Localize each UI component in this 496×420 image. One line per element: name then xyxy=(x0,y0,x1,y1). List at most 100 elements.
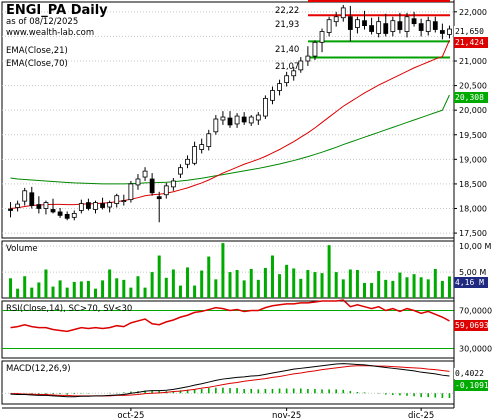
volume-tick-label: 10,00 M xyxy=(459,242,491,251)
volume-bar xyxy=(235,270,239,298)
volume-bar xyxy=(320,273,324,298)
volume-bar xyxy=(285,264,289,298)
volume-bar xyxy=(263,267,267,298)
candle-body xyxy=(255,114,261,121)
candle-body xyxy=(8,208,13,211)
candle-body xyxy=(411,18,417,25)
candle-body xyxy=(206,133,212,147)
volume-bar xyxy=(143,287,147,298)
volume-bar xyxy=(108,269,112,298)
candle-body xyxy=(277,83,282,91)
volume-tick-label: 5,00 M xyxy=(459,268,486,277)
ema21-tag: 21,424 xyxy=(454,37,488,48)
candle-body xyxy=(291,70,297,77)
volume-bar xyxy=(51,286,55,298)
candle-body xyxy=(22,190,28,202)
volume-bar xyxy=(306,270,310,298)
volume-bar xyxy=(86,280,90,298)
price-tick-label: 17,500 xyxy=(459,229,487,238)
volume-bar xyxy=(426,279,430,298)
candle-body xyxy=(234,115,240,125)
volume-bar xyxy=(16,288,20,298)
volume-bar xyxy=(186,267,190,298)
candle-body xyxy=(227,117,233,126)
candle-body xyxy=(319,31,325,43)
volume-bar xyxy=(278,274,282,298)
x-tick-label: dic-25 xyxy=(408,411,434,420)
volume-bar xyxy=(355,270,359,298)
volume-bar xyxy=(44,269,48,298)
rsi-last-tag: 59,0693 xyxy=(454,320,489,331)
price-tick-label: 19,000 xyxy=(459,155,487,164)
candle-body xyxy=(178,167,183,175)
candle-body xyxy=(170,180,176,188)
candle-body xyxy=(192,146,198,164)
volume-bar xyxy=(228,272,232,298)
candle-body xyxy=(71,213,77,218)
volume-bar xyxy=(391,280,395,298)
candle-body xyxy=(78,203,84,211)
candle-body xyxy=(135,178,141,186)
volume-bar xyxy=(447,276,451,298)
volume-bar xyxy=(334,272,338,298)
volume-bar xyxy=(178,285,182,298)
volume-bar xyxy=(363,282,367,298)
candle-body xyxy=(64,213,70,219)
candle-body xyxy=(312,41,318,57)
candle-body xyxy=(29,192,35,206)
candle-body xyxy=(376,21,382,34)
candle-body xyxy=(333,16,339,23)
volume-bar xyxy=(398,272,402,298)
volume-bar xyxy=(256,279,260,298)
x-tick-label: oct-25 xyxy=(117,411,144,420)
volume-last-tag: 4,16 M xyxy=(454,277,488,288)
volume-bar xyxy=(214,279,218,298)
candle-body xyxy=(270,90,275,101)
volume-bar xyxy=(292,268,296,298)
candle-body xyxy=(15,203,21,208)
volume-bar xyxy=(58,280,62,298)
ema70-line xyxy=(10,94,450,185)
rsi-tick-label: 70,0000 xyxy=(459,307,492,316)
volume-bar xyxy=(370,282,374,298)
volume-bar xyxy=(419,277,423,298)
candle-body xyxy=(262,97,268,117)
price-tick-label: 18,500 xyxy=(459,180,487,189)
volume-bar xyxy=(171,269,175,298)
volume-bar xyxy=(129,287,133,298)
candle-body xyxy=(142,170,148,178)
candle-body xyxy=(432,21,438,30)
candle-body xyxy=(425,20,431,32)
volume-bar xyxy=(313,272,317,298)
volume-bar xyxy=(405,277,409,298)
last-price-tag: 21,650 xyxy=(454,26,488,37)
candle-body xyxy=(43,202,49,209)
volume-bar xyxy=(348,269,352,298)
candle-body xyxy=(185,158,190,165)
candle-body xyxy=(439,30,445,34)
volume-bar xyxy=(377,271,381,298)
candle-body xyxy=(107,202,113,208)
candle-body xyxy=(404,16,410,32)
candle-body xyxy=(156,196,162,200)
volume-bar xyxy=(23,276,27,298)
candle-body xyxy=(86,202,91,209)
candle-body xyxy=(248,116,254,124)
candle-body xyxy=(57,211,63,216)
volume-bar xyxy=(79,281,83,298)
volume-bar xyxy=(93,288,97,298)
volume-bar xyxy=(440,280,444,298)
volume-bar xyxy=(299,278,303,298)
volume-bar xyxy=(115,278,119,298)
volume-bar xyxy=(412,274,416,298)
macd-last-tag: 0,4022 xyxy=(454,368,488,379)
volume-bar xyxy=(72,281,76,298)
macd-line xyxy=(10,363,450,398)
candle-body xyxy=(390,20,396,32)
volume-bar xyxy=(136,276,140,298)
candle-body xyxy=(128,183,134,201)
x-tick-label: nov-25 xyxy=(272,411,301,420)
candle-body xyxy=(347,16,353,30)
volume-bar xyxy=(150,272,154,298)
candle-body xyxy=(199,144,205,150)
